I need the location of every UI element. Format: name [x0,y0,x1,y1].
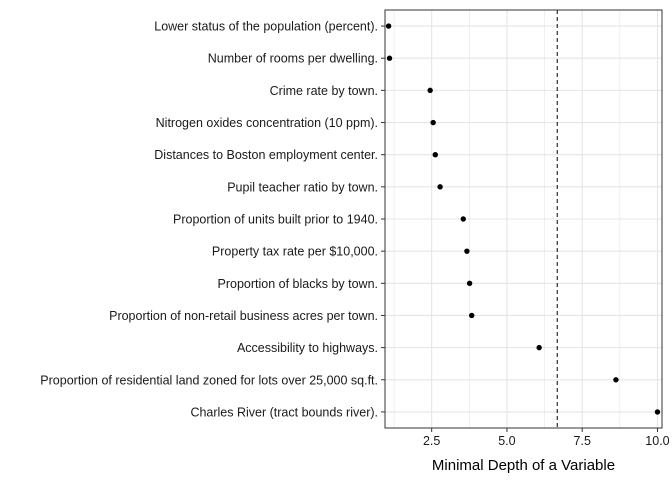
data-point [430,119,436,126]
data-point [432,151,438,158]
data-point [460,216,466,222]
x-tick-label: 2.5 [423,434,440,448]
data-point [385,23,392,29]
y-tick-label: Nitrogen oxides concentration (10 ppm). [156,116,378,130]
x-tick-label: 7.5 [574,434,591,448]
y-tick-label: Charles River (tract bounds river). [190,405,378,419]
data-point [654,409,661,415]
y-tick-label: Lower status of the population (percent)… [154,20,378,34]
point-layer [385,23,661,415]
y-tick-label: Proportion of residential land zoned for… [40,373,378,387]
y-tick-label: Proportion of units built prior to 1940. [173,213,378,227]
y-axis: Lower status of the population (percent)… [40,20,385,419]
y-tick-label: Number of rooms per dwelling. [208,52,378,66]
y-tick-label: Pupil teacher ratio by town. [227,180,378,194]
x-axis: 2.5 5.0 7.5 10.0 [423,428,670,448]
data-point [466,280,473,287]
x-tick-label: 5.0 [498,434,515,448]
x-axis-title: Minimal Depth of a Variable [432,457,615,474]
data-point [386,55,393,61]
data-point [469,312,475,319]
y-tick-label: Proportion of blacks by town. [218,277,379,291]
y-tick-label: Proportion of non-retail business acres … [109,309,378,323]
data-point [536,344,542,351]
y-tick-label: Accessibility to highways. [237,341,378,355]
y-tick-label: Distances to Boston employment center. [154,148,378,162]
data-point [437,184,443,190]
x-tick-label: 10.0 [645,434,669,448]
y-tick-label: Property tax rate per $10,000. [212,245,378,259]
data-point [427,87,433,94]
grid-layer [385,10,662,428]
data-point [613,377,619,383]
data-point [464,248,470,254]
y-tick-label: Crime rate by town. [270,84,378,98]
